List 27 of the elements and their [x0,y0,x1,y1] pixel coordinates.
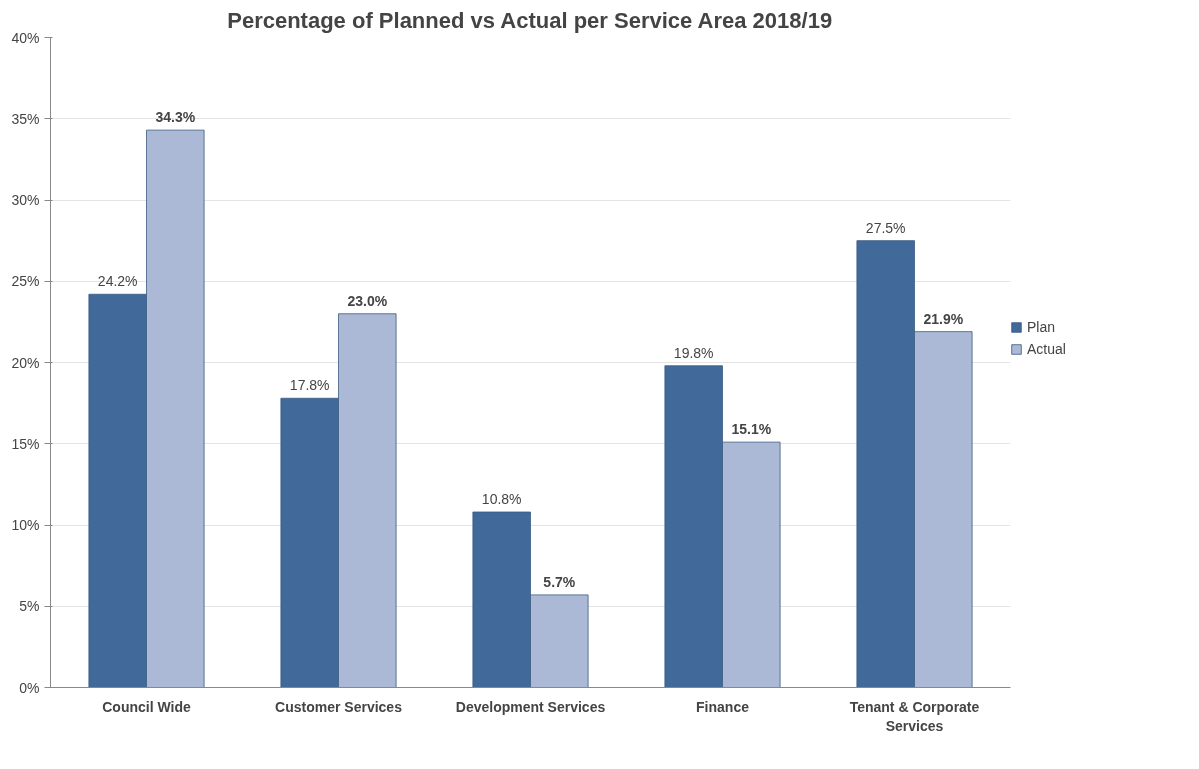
data-label: 17.8% [289,377,330,394]
x-tick-label: Development Services [455,698,606,715]
chart-title: Percentage of Planned vs Actual per Service Area 2018/19 [227,7,833,33]
y-tick-label: 30% [11,192,40,208]
data-label: 34.3% [155,109,196,126]
x-tick-label: Tenant & Corporate Services [849,698,980,734]
x-tick-label: Finance [696,698,750,715]
x-tick-label: Customer Services [275,698,403,715]
legend-label: Plan [1027,319,1056,335]
data-label: 5.7% [543,573,576,590]
data-label: 10.8% [481,491,522,507]
data-label: 24.2% [97,273,138,290]
y-tick-label: 10% [11,517,40,533]
data-label: 27.5% [865,219,906,236]
data-label: 19.8% [673,344,714,361]
y-tick-label: 40% [11,29,40,46]
x-tick-label: Council Wide [102,698,191,715]
y-tick-label: 25% [11,273,40,290]
y-tick-label: 20% [11,354,40,371]
y-tick-label: 15% [11,435,40,452]
data-label: 23.0% [347,292,388,309]
y-tick-label: 35% [11,110,40,127]
data-label: 21.9% [923,310,964,327]
legend-label: Actual [1027,341,1066,357]
data-label: 15.1% [731,421,772,438]
y-tick-label: 0% [19,679,40,696]
y-tick-label: 5% [19,598,40,615]
